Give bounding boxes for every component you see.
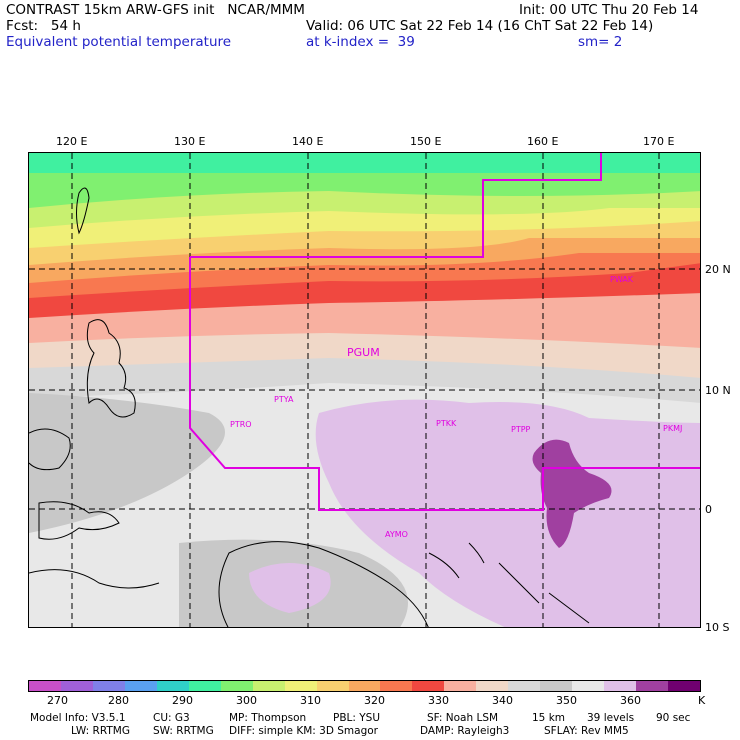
lat-label-20n: 20 N	[705, 263, 731, 276]
lon-label-140e: 140 E	[292, 135, 324, 148]
colorbar-label-320: 320	[364, 694, 385, 707]
colorbar-label-270: 270	[47, 694, 68, 707]
coastlines	[29, 187, 590, 627]
footer-damp: DAMP: Rayleigh3	[420, 725, 510, 737]
lon-label-120e: 120 E	[56, 135, 88, 148]
colorbar-swatch	[572, 681, 605, 691]
lon-label-150e: 150 E	[410, 135, 442, 148]
colorbar-label-310: 310	[300, 694, 321, 707]
station-ptkk: PTKK	[436, 419, 457, 428]
lat-label-10s: 10 S	[705, 621, 730, 634]
init-time: Init: 00 UTC Thu 20 Feb 14	[519, 2, 699, 18]
java-coast	[29, 569, 160, 589]
footer-sf: SF: Noah LSM	[427, 712, 499, 724]
station-ptya: PTYA	[274, 395, 294, 404]
footer-sflay: SFLAY: Rev MM5	[544, 725, 629, 737]
colorbar-label-340: 340	[492, 694, 513, 707]
fir-boundary	[189, 153, 700, 511]
colorbar-swatch	[636, 681, 669, 691]
footer-sw: SW: RRTMG	[153, 725, 214, 737]
colorbar-label-330: 330	[428, 694, 449, 707]
band-310k	[29, 191, 700, 233]
footer-pbl: PBL: YSU	[333, 712, 381, 724]
high-theta-e-south	[249, 563, 331, 613]
band-300k	[29, 153, 700, 173]
colorbar-swatch	[188, 681, 221, 691]
smoothing-label: sm= 2	[578, 34, 623, 50]
new-guinea-coast	[218, 541, 429, 627]
station-aymo: AYMO	[385, 530, 408, 539]
colorbar-label-280: 280	[108, 694, 129, 707]
solomon-coast	[498, 562, 590, 624]
colorbar-swatch	[156, 681, 189, 691]
footer-model-info: Model Info: V3.5.1	[30, 712, 126, 724]
footer-lw: LW: RRTMG	[71, 725, 130, 737]
colorbar-swatch	[220, 681, 253, 691]
colorbar-swatch	[60, 681, 93, 691]
lon-label-160e: 160 E	[527, 135, 559, 148]
colorbar-unit: K	[698, 694, 706, 707]
footer-mp: MP: Thompson	[229, 712, 307, 724]
footer-levels: 39 levels	[587, 712, 635, 724]
footer-dt: 90 sec	[656, 712, 691, 724]
colorbar-swatch	[540, 681, 573, 691]
model-title: CONTRAST 15km ARW-GFS init NCAR/MMM	[6, 2, 305, 18]
lat-label-10n: 10 N	[705, 384, 731, 397]
colorbar-label-300: 300	[236, 694, 257, 707]
colorbar-swatch	[380, 681, 413, 691]
colorbar-swatch	[348, 681, 381, 691]
lat-label-equator: 0	[705, 503, 712, 516]
colorbar	[28, 680, 701, 692]
station-pkmj: PKMJ	[663, 424, 682, 433]
high-theta-e-region	[315, 399, 700, 627]
colorbar-swatch	[668, 681, 701, 691]
station-ptpp: PTPP	[511, 425, 531, 434]
colorbar-swatch	[92, 681, 125, 691]
borneo-north-coast	[29, 428, 71, 471]
theta-e-map: PGUM PTYA PTRO PTKK PTPP PKMJ PWAK AYMO	[29, 153, 700, 627]
philippines-coast	[86, 319, 136, 418]
colorbar-swatch	[604, 681, 637, 691]
station-labels: PGUM PTYA PTRO PTKK PTPP PKMJ PWAK AYMO	[230, 275, 682, 539]
colorbar-swatch	[29, 681, 61, 691]
lon-label-170e: 170 E	[643, 135, 675, 148]
band-350k	[29, 358, 700, 403]
valid-time: Valid: 06 UTC Sat 22 Feb 14 (16 ChT Sat …	[306, 18, 654, 34]
colorbar-label-290: 290	[172, 694, 193, 707]
max-theta-e-core	[532, 439, 612, 548]
colorbar-swatch	[124, 681, 157, 691]
colorbar-swatch	[508, 681, 541, 691]
lat-lon-grid	[29, 153, 700, 627]
band-335k	[29, 263, 700, 323]
station-pwak: PWAK	[610, 275, 634, 284]
bismarck-coast	[428, 542, 485, 579]
map-panel: PGUM PTYA PTRO PTKK PTPP PKMJ PWAK AYMO	[28, 152, 701, 628]
station-pgum: PGUM	[347, 346, 380, 359]
colorbar-swatch	[412, 681, 445, 691]
taiwan-coast	[76, 187, 90, 235]
field-name: Equivalent potential temperature	[6, 34, 232, 50]
colorbar-label-350: 350	[556, 694, 577, 707]
colorbar-swatch	[316, 681, 349, 691]
level-label: at k-index = 39	[306, 34, 415, 50]
colorbar-swatch	[476, 681, 509, 691]
colorbar-swatch	[444, 681, 477, 691]
footer-res: 15 km	[532, 712, 566, 724]
colorbar-swatch	[252, 681, 285, 691]
lon-label-130e: 130 E	[174, 135, 206, 148]
sulawesi-coast	[38, 501, 120, 540]
forecast-hour: Fcst: 54 h	[6, 18, 81, 34]
colorbar-label-360: 360	[620, 694, 641, 707]
footer-cu: CU: G3	[153, 712, 190, 724]
footer-diff: DIFF: simple KM: 3D Smagor	[229, 725, 378, 737]
colorbar-swatch	[284, 681, 317, 691]
gray-west	[29, 393, 225, 533]
station-ptro: PTRO	[230, 420, 252, 429]
